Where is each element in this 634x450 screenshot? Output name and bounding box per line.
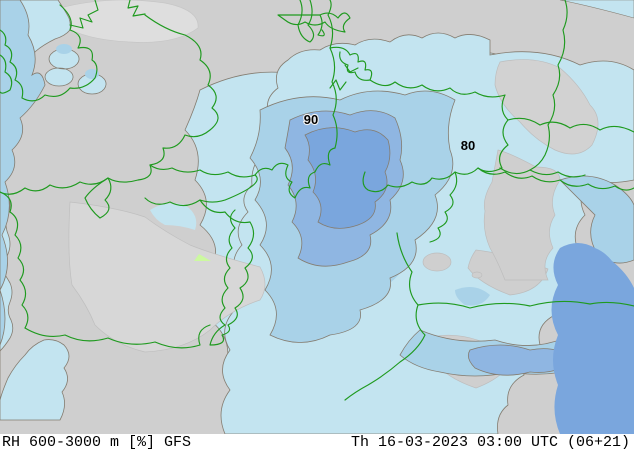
svg-text:80: 80 <box>461 138 475 153</box>
svg-text:90: 90 <box>304 112 318 127</box>
